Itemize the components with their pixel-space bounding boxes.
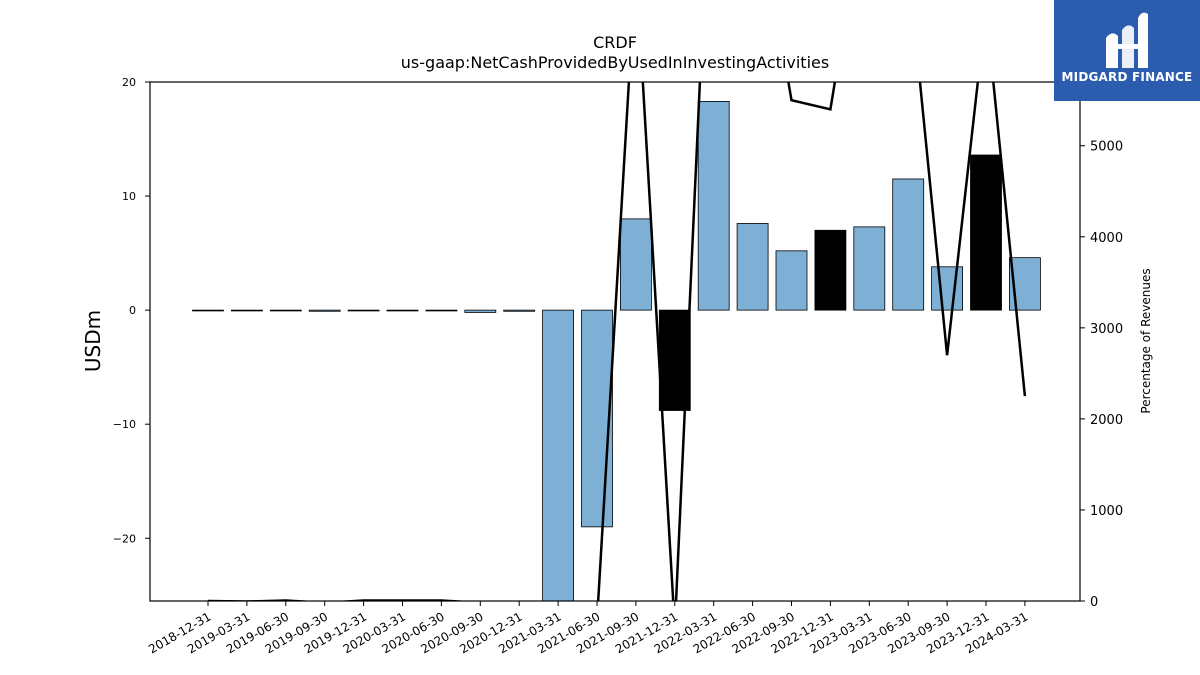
brand-mark-icon	[1106, 12, 1148, 69]
y-tick-label: 10	[122, 190, 136, 203]
brand-logo: MIDGARD FINANCE	[1054, 0, 1200, 101]
bar-2019-06-30	[269, 309, 302, 312]
y2-tick-label: 4000	[1090, 231, 1123, 246]
revenue-percentage-line	[208, 82, 1027, 601]
bar-2020-06-30	[425, 309, 458, 312]
bar-2023-03-31	[853, 226, 886, 311]
bar-2019-09-30	[308, 309, 341, 312]
y-tick-label: 20	[122, 76, 136, 89]
bar-2022-06-30	[736, 223, 769, 311]
y-axis-label: USDm	[81, 310, 105, 372]
bar-2022-12-31	[814, 229, 847, 311]
y-tick-label: 0	[129, 304, 136, 317]
bar-2020-03-31	[386, 309, 419, 312]
y2-tick-label: 1000	[1090, 504, 1123, 519]
bar-2020-09-30	[464, 309, 497, 313]
bar-2022-03-31	[697, 100, 730, 311]
y2-tick-label: 3000	[1090, 322, 1123, 337]
bar-2023-09-30	[931, 266, 963, 311]
y2-tick-label: 0	[1090, 595, 1098, 610]
bar-2020-12-31	[503, 309, 536, 312]
brand-name: MIDGARD FINANCE	[1061, 70, 1193, 84]
chart-subtitle: us-gaap:NetCashProvidedByUsedInInvesting…	[401, 53, 829, 72]
bar-2019-03-31	[230, 309, 263, 312]
bar-2021-06-30	[581, 309, 613, 528]
bar-2021-03-31	[542, 309, 574, 601]
y2-axis-label: Percentage of Revenues	[1139, 268, 1153, 413]
bar-2021-09-30	[620, 218, 652, 311]
y2-tick-label: 2000	[1090, 413, 1123, 428]
bar-2018-12-31	[192, 309, 224, 312]
y-tick-label: −20	[113, 532, 136, 545]
bar-2022-09-30	[775, 250, 808, 311]
bar-2023-06-30	[892, 178, 925, 311]
y-tick-label: −10	[113, 418, 136, 431]
chart-title: CRDF	[593, 33, 637, 52]
bar-2019-12-31	[347, 309, 380, 312]
bar-2023-12-31	[970, 154, 1002, 311]
y2-tick-label: 5000	[1090, 140, 1123, 155]
plot-frame	[149, 81, 1081, 602]
